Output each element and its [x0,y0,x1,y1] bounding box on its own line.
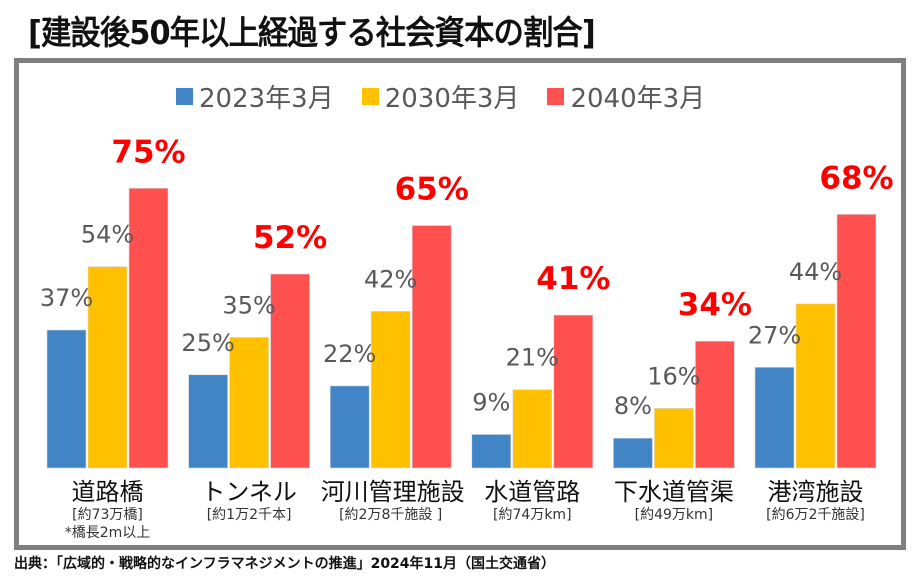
bar-2-0 [128,187,169,469]
bar-1-1 [229,337,269,469]
bar-0-2 [329,385,370,469]
data-label-2-5: 68% [819,160,893,196]
page-title: [建設後50年以上経過する社会資本の割合] [28,13,596,52]
source-citation: 出典：「広域的・戦略的なインフラマネジメントの推進」2024年11月（国土交通省… [14,556,556,572]
bar-1-3 [512,389,553,469]
category-note: [約74万km] [493,507,572,523]
data-label-2-3: 41% [536,261,610,297]
legend-item-2023: 2023年3月 [176,78,334,115]
bar-1-0 [87,266,128,469]
data-label-1-1: 35% [222,291,275,319]
bar-0-5 [754,366,795,469]
category-name: 水道管路 [484,478,581,506]
bar-0-1 [188,374,228,469]
category-name: 港湾施設 [767,478,864,506]
category-note: [約73万橋] [72,507,143,523]
data-label-0-5: 27% [748,321,801,349]
data-label-2-1: 52% [253,220,327,256]
bar-2-1 [270,273,310,469]
legend-item-2040: 2040年3月 [547,78,705,115]
legend-label-2030: 2030年3月 [384,84,520,114]
category-name: 下水道管渠 [613,478,734,506]
category-note: [約1万2千本] [206,507,292,523]
category-label: 道路橋 [約73万橋] *橋長2m以上 [38,478,178,542]
bar-2-2 [411,225,452,469]
category-label: 水道管路 [約74万km] [462,478,602,524]
data-label-0-1: 25% [181,329,234,357]
bar-2-5 [836,214,877,469]
category-label: 下水道管渠 [約49万km] [604,478,744,524]
legend-swatch-2040 [547,88,565,105]
data-label-2-4: 34% [678,287,752,323]
legend-swatch-2030 [361,88,379,105]
bar-2-3 [553,314,594,469]
data-label-0-4: 8% [614,392,652,420]
legend-label-2023: 2023年3月 [199,84,334,114]
legend-label-2040: 2040年3月 [570,84,706,114]
data-label-1-3: 21% [506,344,559,372]
data-label-2-2: 65% [395,172,469,208]
data-label-0-3: 9% [472,388,510,416]
bar-2-4 [695,340,735,469]
category-name: 河川管理施設 [320,478,465,506]
data-label-1-2: 42% [364,265,417,293]
data-label-0-2: 22% [323,340,376,368]
bar-1-2 [370,311,411,469]
category-label: 港湾施設 [約6万2千施設] [746,478,886,524]
bar-0-3 [471,434,512,469]
category-name: 道路橋 [71,478,144,506]
bar-0-0 [46,329,87,469]
bar-1-4 [654,408,694,469]
category-note: [約6万2千施設] [766,507,865,523]
category-note: [約2万8千施設 ] [339,507,443,523]
category-name: トンネル [201,478,297,506]
data-label-1-5: 44% [789,258,842,286]
legend-swatch-2023 [176,88,193,105]
bar-1-5 [795,303,836,469]
legend: 2023年3月 2030年3月 2040年3月 [176,78,705,115]
category-note: *橋長2m以上 [64,525,151,541]
category-note: [約49万km] [634,507,714,523]
data-label-1-4: 16% [647,362,700,390]
data-label-1-0: 54% [81,221,134,249]
data-label-0-0: 37% [40,284,93,312]
category-label: 河川管理施設 [約2万8千施設 ] [320,478,465,524]
category-label: トンネル [約1万2千本] [179,478,319,524]
bar-0-4 [613,437,653,469]
legend-item-2030: 2030年3月 [361,78,520,115]
data-label-2-0: 75% [111,134,185,170]
